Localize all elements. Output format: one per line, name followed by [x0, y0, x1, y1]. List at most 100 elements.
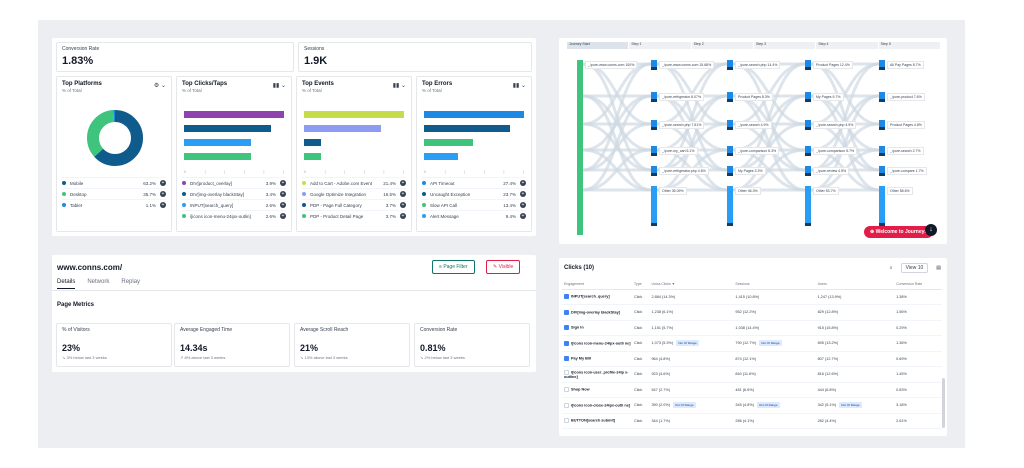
- sankey-node-label[interactable]: Other 58.6%: [887, 187, 913, 195]
- sankey-node-label[interactable]: All Pay Pages 8.7%: [887, 61, 924, 69]
- sankey-node-label[interactable]: _/pure-compare 1.7%: [887, 167, 927, 175]
- column-header[interactable]: Engagement: [562, 280, 632, 290]
- row-checkbox[interactable]: [564, 309, 569, 315]
- add-icon[interactable]: +: [520, 202, 526, 208]
- sankey-node[interactable]: [727, 120, 733, 130]
- sankey-node-label[interactable]: My Pages 3.3%: [735, 167, 766, 175]
- tab-network[interactable]: Network: [87, 279, 110, 285]
- download-icon[interactable]: ↓: [925, 224, 937, 236]
- table-row[interactable]: BUTTON[search submit] Click 344 (1.7%) 2…: [562, 413, 942, 429]
- sankey-node[interactable]: [805, 60, 811, 70]
- add-icon[interactable]: +: [160, 180, 166, 186]
- sankey-node[interactable]: [879, 166, 885, 176]
- sankey-node[interactable]: [727, 60, 733, 70]
- add-icon[interactable]: +: [400, 191, 406, 197]
- column-header[interactable]: Unica Clicks ▼: [649, 280, 734, 290]
- table-row[interactable]: INPUT[search_query] Click 2,884 (14.3%) …: [562, 289, 942, 305]
- legend-row[interactable]: PDP - Page Full Category 3.7% +: [302, 199, 406, 210]
- settings-icon[interactable]: ⚙ ⌄: [153, 83, 166, 89]
- add-icon[interactable]: +: [400, 202, 406, 208]
- sankey-node-label[interactable]: _/pure-my_cart 6.1%: [659, 147, 698, 155]
- sankey-node[interactable]: [805, 186, 811, 226]
- sankey-node-label[interactable]: _/pure-search.php 7.51%: [659, 121, 705, 129]
- sankey-node-label[interactable]: _/pure-search 2.7%: [887, 147, 924, 155]
- legend-row[interactable]: API Timeout 27.4% +: [422, 177, 526, 188]
- sankey-node[interactable]: [879, 186, 885, 226]
- legend-row[interactable]: i[icons icon-menu-24ipx-outlin] 2.6% +: [182, 210, 286, 221]
- sankey-node-label[interactable]: Other 35.09%: [659, 187, 687, 195]
- sankey-node-label[interactable]: _/pure-product 7.6%: [887, 93, 925, 101]
- column-header[interactable]: Conversion Rate: [894, 280, 942, 290]
- view-count-select[interactable]: View 10: [900, 263, 929, 273]
- visible-button[interactable]: ✎ Visible: [486, 260, 521, 274]
- legend-row[interactable]: Google Optimize Integration 16.5% +: [302, 188, 406, 199]
- sankey-node[interactable]: [651, 60, 657, 70]
- sankey-node[interactable]: [651, 186, 657, 226]
- add-icon[interactable]: +: [520, 213, 526, 219]
- table-row[interactable]: DIV[img-overlay blackStay] Click 1,238 (…: [562, 304, 942, 321]
- chart-type-icon[interactable]: ▮▮ ⌄: [392, 83, 406, 89]
- sankey-node[interactable]: [651, 146, 657, 156]
- sankey-node-label[interactable]: Other 53.7%: [813, 187, 839, 195]
- legend-row[interactable]: Mobile 63.2% +: [62, 177, 166, 188]
- legend-row[interactable]: Add to Cart - Adobe.com Event 21.4% +: [302, 177, 406, 188]
- sankey-node-label[interactable]: Product Pages 4.8%: [887, 121, 925, 129]
- table-row[interactable]: i[icons icon-close-24ipx-outli ne] Click…: [562, 397, 942, 414]
- table-row[interactable]: i[icons icon-user_profile-24ip x-outline…: [562, 366, 942, 383]
- sankey-node[interactable]: [651, 166, 657, 176]
- row-checkbox[interactable]: [564, 402, 569, 408]
- table-row[interactable]: Pay My Bill Click 964 (4.8%) 874 (12.1%)…: [562, 351, 942, 367]
- sankey-node[interactable]: [879, 92, 885, 102]
- sankey-node-label[interactable]: _/pure-refrigerator.php 4.6%: [659, 167, 709, 175]
- table-row[interactable]: Sign In Click 1,151 (5.7%) 1,038 (14.4%)…: [562, 320, 942, 336]
- legend-row[interactable]: INPUT[search_query] 2.6% +: [182, 199, 286, 210]
- row-checkbox[interactable]: [564, 356, 569, 362]
- sankey-node-label[interactable]: _/pure-search.php 14.4%: [735, 61, 781, 69]
- sankey-node[interactable]: [879, 146, 885, 156]
- column-header[interactable]: Type: [632, 280, 650, 290]
- sankey-node[interactable]: [651, 92, 657, 102]
- table-scrollbar[interactable]: [942, 378, 945, 428]
- add-icon[interactable]: +: [280, 213, 286, 219]
- column-header[interactable]: Users: [815, 280, 895, 290]
- sankey-node-label[interactable]: My Pages 9.7%: [813, 93, 844, 101]
- sankey-node-label[interactable]: _/pure-www.conns.com 15.68%: [659, 61, 715, 69]
- column-header[interactable]: Sessions: [733, 280, 816, 290]
- add-icon[interactable]: +: [160, 202, 166, 208]
- row-checkbox[interactable]: [564, 294, 569, 300]
- legend-row[interactable]: Tablet 1.1% +: [62, 199, 166, 210]
- row-checkbox[interactable]: [564, 325, 569, 331]
- legend-row[interactable]: DIV[product_overlay] 3.9% +: [182, 177, 286, 188]
- sankey-node-label[interactable]: _/pure-review 4.5%: [813, 167, 850, 175]
- sankey-node[interactable]: [727, 92, 733, 102]
- sankey-node-label[interactable]: Product Pages 12.4%: [813, 61, 853, 69]
- tab-replay[interactable]: Replay: [121, 279, 141, 285]
- sankey-node[interactable]: [805, 146, 811, 156]
- legend-row[interactable]: PDP - Product Detail Page 3.7% +: [302, 210, 406, 221]
- legend-row[interactable]: Desktop 35.7% +: [62, 188, 166, 199]
- add-icon[interactable]: +: [280, 180, 286, 186]
- legend-row[interactable]: Uncaught Exception 23.7% +: [422, 188, 526, 199]
- tab-details[interactable]: Details: [57, 279, 76, 289]
- sankey-node-label[interactable]: _/pure-comparison 5.7%: [813, 147, 858, 155]
- add-icon[interactable]: +: [280, 191, 286, 197]
- legend-row[interactable]: Alert Message 9.4% +: [422, 210, 526, 221]
- add-icon[interactable]: +: [520, 191, 526, 197]
- add-icon[interactable]: +: [280, 202, 286, 208]
- page-filter-button[interactable]: ≡ Page Filter: [432, 260, 475, 274]
- sankey-node[interactable]: [805, 166, 811, 176]
- chart-type-icon[interactable]: ▮▮ ⌄: [272, 83, 286, 89]
- sankey-node[interactable]: [805, 120, 811, 130]
- add-icon[interactable]: +: [520, 180, 526, 186]
- row-checkbox[interactable]: [564, 387, 569, 393]
- legend-row[interactable]: DIV[img-overlay blackStay] 3.4% +: [182, 188, 286, 199]
- add-icon[interactable]: +: [400, 180, 406, 186]
- search-icon[interactable]: ⌕: [889, 265, 893, 271]
- sankey-node-label[interactable]: Product Pages 8.3%: [735, 93, 773, 101]
- row-checkbox[interactable]: [564, 340, 569, 346]
- table-row[interactable]: Shop Now Click 547 (2.7%) 481 (6.6%) 444…: [562, 382, 942, 398]
- sankey-node[interactable]: [805, 92, 811, 102]
- chart-type-icon[interactable]: ▮▮ ⌄: [512, 83, 526, 89]
- row-checkbox[interactable]: [564, 418, 569, 424]
- sankey-node[interactable]: [651, 120, 657, 130]
